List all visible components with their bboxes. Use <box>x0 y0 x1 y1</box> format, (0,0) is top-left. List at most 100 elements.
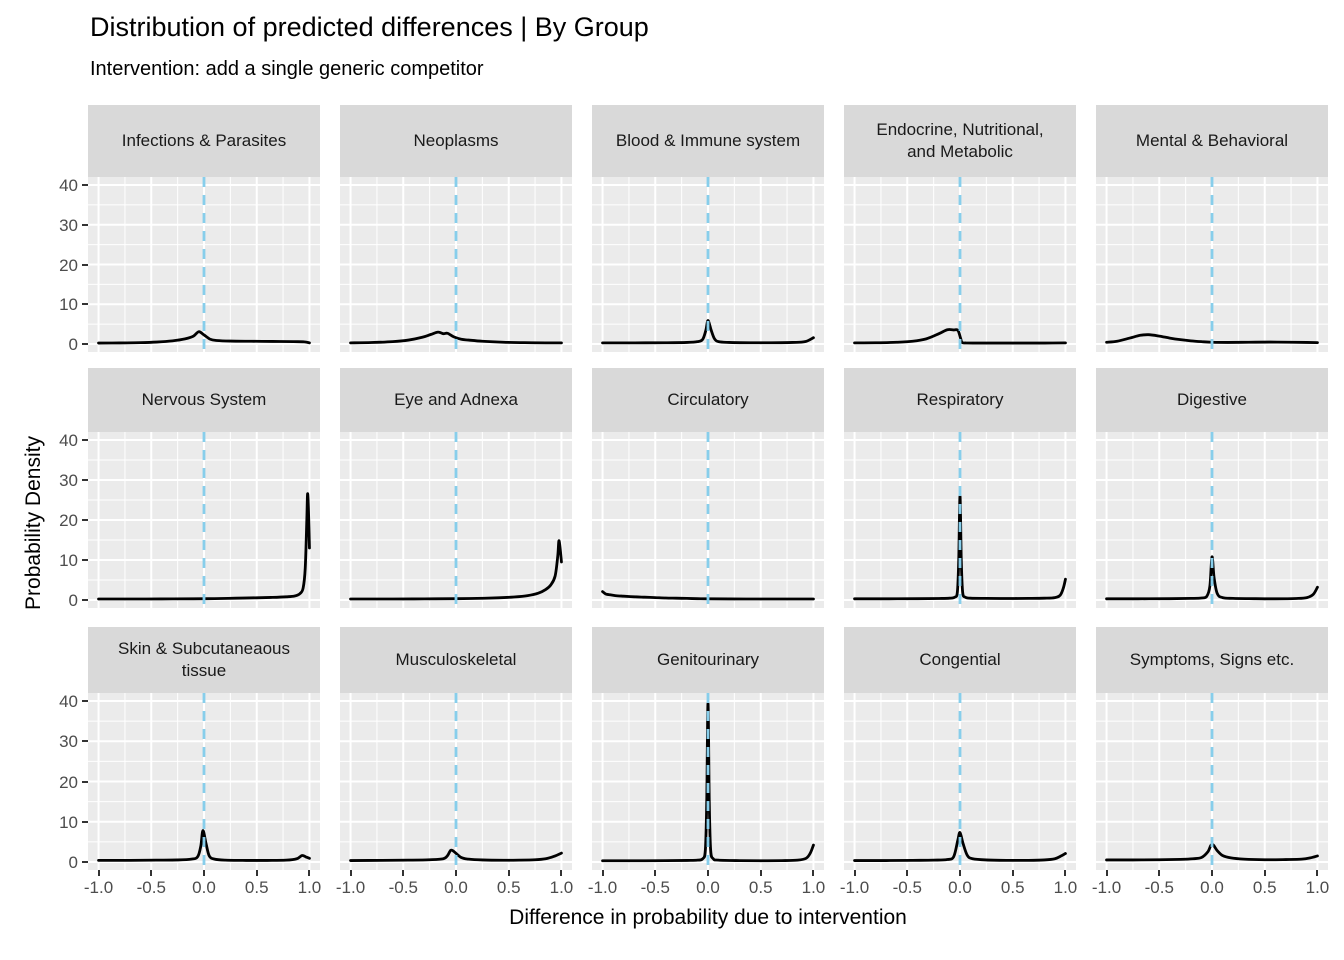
y-tick-label: 40 <box>59 692 78 712</box>
y-tick-label: 20 <box>59 255 78 275</box>
density-panel <box>340 693 572 870</box>
x-tick-label: 0.5 <box>244 878 269 897</box>
density-curve <box>1105 333 1319 345</box>
y-tick-label: 10 <box>59 812 78 832</box>
x-tick-mark <box>560 870 563 876</box>
facet: Mental & Behavioral <box>1096 105 1328 352</box>
density-curve <box>601 590 815 601</box>
facet-strip-label: Nervous System <box>88 368 320 432</box>
y-tick-label: 20 <box>59 511 78 530</box>
x-tick-label: 0.0 <box>1200 878 1224 897</box>
facet-strip-label: Respiratory <box>844 368 1076 432</box>
facet: Nervous System <box>88 368 320 608</box>
facet-strip-label: Neoplasms <box>340 105 572 177</box>
x-tick-label: -1.0 <box>1091 878 1122 897</box>
facet-strip-label: Circulatory <box>592 368 824 432</box>
x-tick-label: -0.5 <box>892 878 922 897</box>
x-tick-label: -1.0 <box>335 878 366 897</box>
y-tick-mark <box>82 559 88 561</box>
x-tick-label: -1.0 <box>83 878 114 897</box>
x-tick-mark <box>308 870 311 876</box>
facet: Endocrine, Nutritional, and Metabolic <box>844 105 1076 352</box>
facet-strip-label: Digestive <box>1096 368 1328 432</box>
x-tick-label: -0.5 <box>388 878 418 897</box>
y-tick-mark <box>82 740 88 743</box>
y-tick-mark <box>82 303 88 306</box>
density-panel <box>88 432 320 608</box>
facet: Symptoms, Signs etc. <box>1096 627 1328 870</box>
x-tick-mark <box>455 870 457 876</box>
x-tick-mark <box>1316 870 1319 876</box>
y-tick-mark <box>82 223 88 226</box>
x-tick-label: 0.0 <box>948 878 972 897</box>
density-panel <box>844 177 1076 352</box>
y-tick-mark <box>82 599 88 601</box>
x-tick-mark <box>1211 870 1213 876</box>
y-tick-mark <box>82 183 88 186</box>
density-panel <box>1096 177 1328 352</box>
density-panel <box>592 177 824 352</box>
y-tick-label: 30 <box>59 215 78 235</box>
density-panel <box>592 432 824 608</box>
facet-strip-label: Infections & Parasites <box>88 105 320 177</box>
x-tick-label: 0.0 <box>696 878 720 897</box>
x-tick-mark <box>853 870 856 876</box>
x-tick-mark <box>707 870 709 876</box>
density-curve <box>349 330 563 345</box>
x-tick-label: -0.5 <box>640 878 670 897</box>
facet: Neoplasms <box>340 105 572 352</box>
density-panel <box>88 693 320 870</box>
x-tick-mark <box>906 870 909 876</box>
x-tick-label: 1.0 <box>1305 878 1330 897</box>
x-axis-title: Difference in probability due to interve… <box>509 906 907 929</box>
y-tick-label: 30 <box>59 471 78 490</box>
x-tick-mark <box>959 870 961 876</box>
x-tick-label: 1.0 <box>801 878 826 897</box>
x-tick-mark <box>1011 870 1014 876</box>
x-tick-mark <box>1064 870 1067 876</box>
density-curve <box>349 539 563 601</box>
density-panel <box>88 177 320 352</box>
density-curve <box>853 494 1067 601</box>
x-tick-label: -1.0 <box>587 878 618 897</box>
facet-strip-label: Mental & Behavioral <box>1096 105 1328 177</box>
y-tick-mark <box>82 479 88 481</box>
y-tick-mark <box>82 860 88 863</box>
x-tick-mark <box>349 870 352 876</box>
facet: Congential <box>844 627 1076 870</box>
x-tick-mark <box>812 870 815 876</box>
density-panel <box>340 177 572 352</box>
x-tick-label: -0.5 <box>136 878 166 897</box>
x-tick-mark <box>1158 870 1161 876</box>
y-tick-label: 30 <box>59 732 78 752</box>
density-curve <box>97 829 311 862</box>
density-panel <box>844 693 1076 870</box>
density-curve <box>97 330 311 345</box>
facet-strip-label: Genitourinary <box>592 627 824 693</box>
facet: Infections & Parasites <box>88 105 320 352</box>
x-tick-label: 0.0 <box>192 878 216 897</box>
x-tick-mark <box>507 870 510 876</box>
y-tick-label: 10 <box>59 551 78 570</box>
density-panel <box>592 693 824 870</box>
facet-strip-label: Endocrine, Nutritional, and Metabolic <box>844 105 1076 177</box>
facet: Eye and Adnexa <box>340 368 572 608</box>
x-tick-mark <box>1105 870 1108 876</box>
y-tick-label: 20 <box>59 772 78 792</box>
density-curve <box>1105 555 1319 601</box>
density-curve <box>1105 842 1319 862</box>
x-tick-label: 1.0 <box>297 878 322 897</box>
facet: Skin & Subcutaneaous tissue <box>88 627 320 870</box>
x-tick-mark <box>759 870 762 876</box>
x-tick-label: 0.5 <box>1000 878 1025 897</box>
chart-subtitle: Intervention: add a single generic compe… <box>90 58 484 80</box>
x-tick-label: -0.5 <box>1144 878 1174 897</box>
y-tick-label: 10 <box>59 295 78 315</box>
density-panel <box>1096 693 1328 870</box>
y-tick-label: 0 <box>68 591 78 610</box>
y-tick-mark <box>82 780 88 783</box>
facet-strip-label: Musculoskeletal <box>340 627 572 693</box>
x-tick-mark <box>203 870 205 876</box>
y-tick-mark <box>82 263 88 266</box>
